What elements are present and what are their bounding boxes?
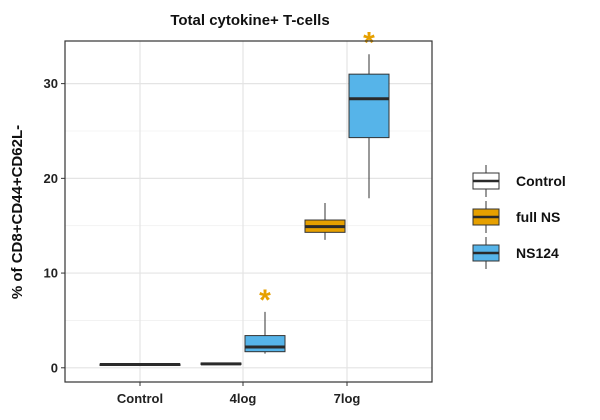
x-tick-label: Control xyxy=(117,391,163,406)
y-tick-label: 20 xyxy=(44,171,58,186)
y-tick-label: 30 xyxy=(44,76,58,91)
x-tick-label: 4log xyxy=(230,391,257,406)
significance-star: * xyxy=(259,284,271,317)
y-tick-label: 10 xyxy=(44,266,58,281)
panel-border xyxy=(64,40,433,383)
box-control-control xyxy=(99,362,181,367)
box-iqr xyxy=(348,73,390,139)
chart-title: Total cytokine+ T-cells xyxy=(170,12,329,29)
legend-item-ns124: NS124 xyxy=(472,237,559,269)
legend-label: full NS xyxy=(516,209,560,225)
legend-item-full-ns: full NS xyxy=(472,201,560,233)
significance-star: * xyxy=(363,26,375,59)
x-tick-label: 7log xyxy=(334,391,361,406)
box-7log-ns124: * xyxy=(348,26,390,199)
legend-label: NS124 xyxy=(516,245,559,261)
legend-label: Control xyxy=(516,173,566,189)
box-7log-full-ns xyxy=(304,202,346,240)
legend: Control full NS NS124 xyxy=(472,165,566,269)
plot-panel: * * 0 10 20 30 Control 4log 7log xyxy=(44,26,433,406)
legend-item-control: Control xyxy=(472,165,566,197)
y-tick-label: 0 xyxy=(51,360,58,375)
box-iqr xyxy=(244,335,286,353)
box-4log-full-ns xyxy=(200,362,242,366)
box-4log-ns124: * xyxy=(244,284,286,354)
y-axis-title: % of CD8+CD44+CD62L- xyxy=(9,125,26,299)
